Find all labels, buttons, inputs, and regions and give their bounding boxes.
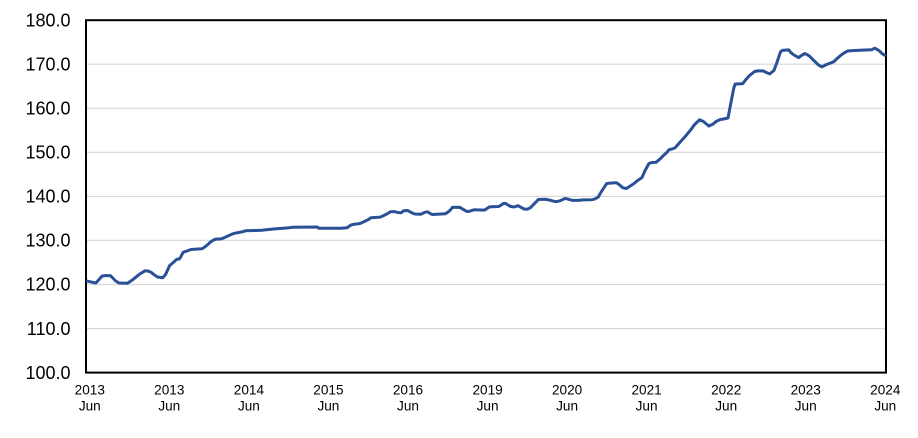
svg-text:Jun: Jun [158, 399, 180, 414]
svg-text:Jun: Jun [238, 399, 260, 414]
svg-text:2024: 2024 [870, 383, 901, 398]
svg-text:120.0: 120.0 [25, 275, 70, 295]
svg-text:2023: 2023 [791, 383, 821, 398]
svg-text:110.0: 110.0 [27, 319, 71, 339]
svg-text:2013: 2013 [154, 383, 184, 398]
svg-text:Jun: Jun [795, 399, 817, 414]
svg-text:Jun: Jun [79, 399, 101, 414]
svg-text:2021: 2021 [631, 383, 661, 398]
svg-text:2016: 2016 [393, 383, 423, 398]
svg-text:150.0: 150.0 [25, 143, 70, 163]
svg-text:Jun: Jun [636, 399, 658, 414]
svg-text:2020: 2020 [552, 383, 583, 398]
svg-text:Jun: Jun [477, 399, 499, 414]
svg-text:Jun: Jun [874, 399, 896, 414]
svg-text:180.0: 180.0 [25, 10, 70, 30]
svg-text:160.0: 160.0 [25, 99, 70, 119]
svg-text:2014: 2014 [234, 383, 265, 398]
svg-text:2015: 2015 [313, 383, 343, 398]
svg-text:Jun: Jun [556, 399, 578, 414]
svg-text:2013: 2013 [75, 383, 105, 398]
svg-text:140.0: 140.0 [25, 187, 70, 207]
svg-text:Jun: Jun [715, 399, 737, 414]
svg-text:Jun: Jun [317, 399, 339, 414]
svg-text:Jun: Jun [397, 399, 419, 414]
svg-text:170.0: 170.0 [25, 55, 70, 75]
svg-text:100.0: 100.0 [25, 363, 70, 383]
svg-text:130.0: 130.0 [25, 231, 70, 251]
svg-text:2019: 2019 [472, 383, 502, 398]
svg-text:2022: 2022 [711, 383, 741, 398]
